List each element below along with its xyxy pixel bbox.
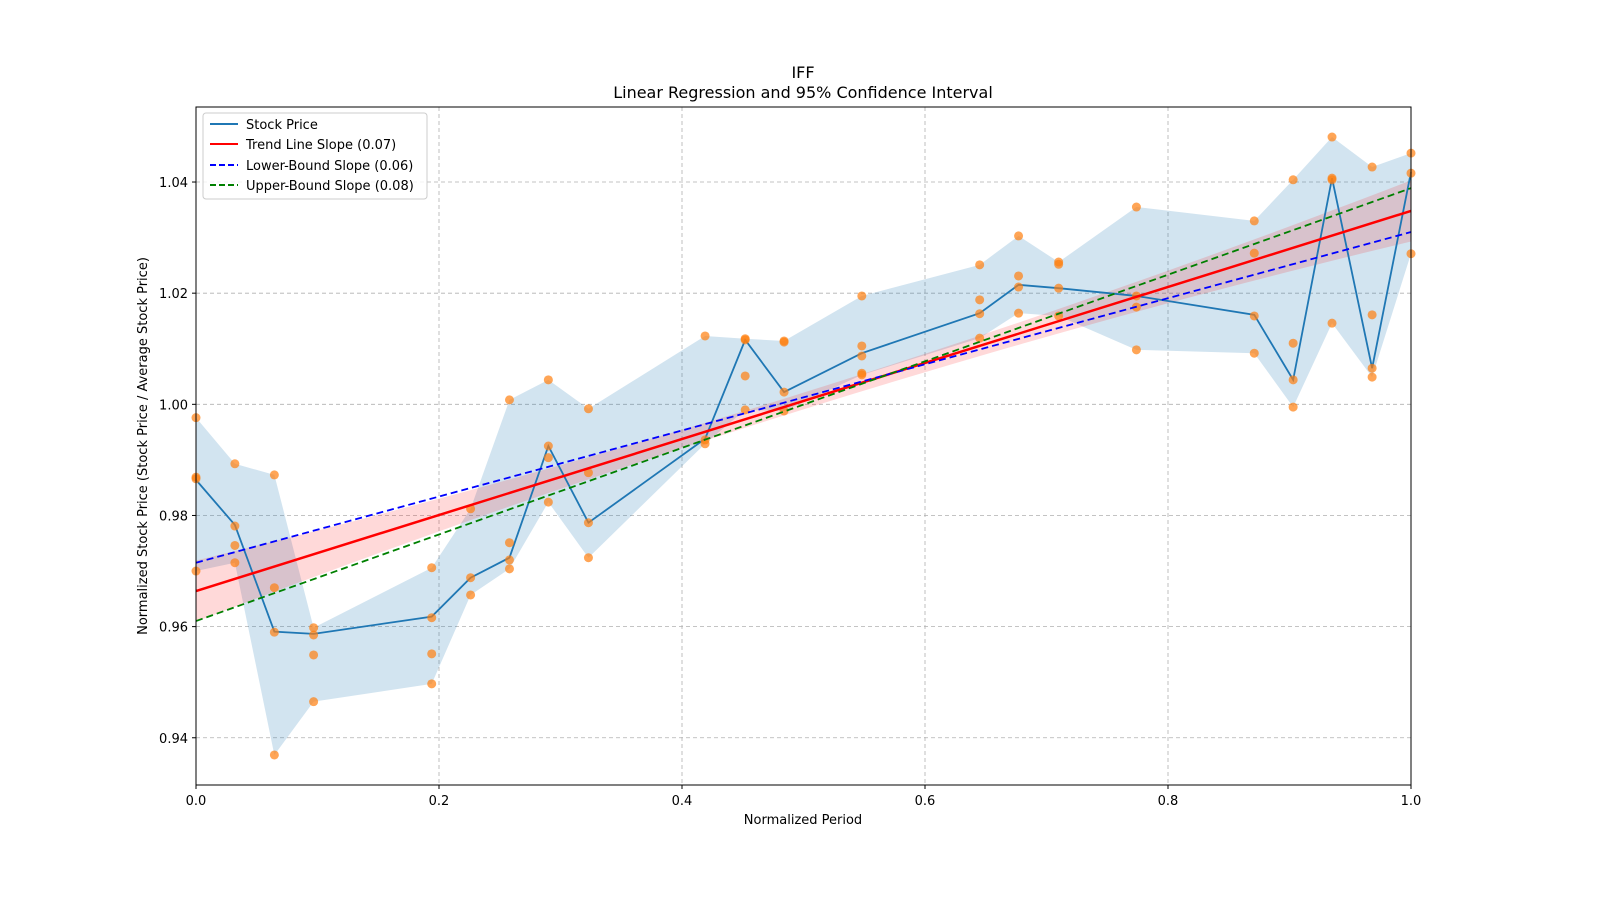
scatter-point (1054, 283, 1064, 293)
scatter-point (975, 309, 985, 319)
scatter-point (1014, 282, 1024, 292)
scatter-point (779, 387, 789, 397)
x-tick-label: 1.0 (1401, 794, 1422, 809)
x-tick-label: 0.8 (1158, 794, 1179, 809)
scatter-point (1367, 363, 1377, 373)
scatter-point (230, 540, 240, 550)
scatter-point (1327, 132, 1337, 142)
scatter-point (700, 331, 710, 341)
x-tick-label: 0.0 (186, 794, 207, 809)
scatter-point (583, 518, 593, 528)
plot-area (191, 132, 1416, 760)
chart-subtitle: Linear Regression and 95% Confidence Int… (613, 83, 993, 102)
scatter-point (230, 521, 240, 531)
scatter-point (466, 573, 476, 583)
scatter-point (857, 370, 867, 380)
scatter-point (269, 470, 279, 480)
y-tick-label: 0.98 (159, 509, 188, 524)
scatter-point (309, 630, 319, 640)
chart-title: IFF (791, 63, 814, 82)
y-tick-label: 1.04 (159, 176, 188, 191)
scatter-point (975, 333, 985, 343)
legend-upper-label: Upper-Bound Slope (0.08) (246, 179, 414, 194)
y-tick-label: 1.00 (159, 398, 188, 413)
plot-frame (195, 106, 1412, 786)
legend-trend-label: Trend Line Slope (0.07) (245, 138, 396, 153)
scatter-point (543, 441, 553, 451)
scatter-point (427, 649, 437, 659)
scatter-point (309, 650, 319, 660)
scatter-point (740, 335, 750, 345)
scatter-point (1014, 231, 1024, 241)
scatter-point (779, 337, 789, 347)
scatter-point (1131, 202, 1141, 212)
x-tick-label: 0.4 (672, 794, 693, 809)
scatter-point (269, 750, 279, 760)
scatter-point (1327, 175, 1337, 185)
scatter-point (504, 564, 514, 574)
ticks: 0.0 0.2 0.4 0.6 0.8 1.0 0.94 0.96 0.98 1.00 1.02 1.… (159, 176, 1421, 809)
scatter-point (1367, 372, 1377, 382)
scatter-point (230, 558, 240, 568)
scatter-point (504, 395, 514, 405)
upper-bound-line (195, 187, 1412, 622)
price-range-band (196, 137, 1411, 755)
scatter-point (975, 295, 985, 305)
scatter-point (269, 583, 279, 593)
scatter-point (975, 260, 985, 270)
x-tick-label: 0.6 (915, 794, 936, 809)
x-tick-label: 0.2 (429, 794, 450, 809)
scatter-point (466, 590, 476, 600)
y-tick-label: 1.02 (159, 287, 188, 302)
legend-lower-label: Lower-Bound Slope (0.06) (246, 159, 413, 174)
scatter-point (583, 404, 593, 414)
scatter-point (1249, 311, 1259, 321)
y-tick-label: 0.94 (159, 732, 188, 747)
scatter-point (583, 553, 593, 563)
scatter-point (1367, 162, 1377, 172)
scatter-point (740, 405, 750, 415)
legend-box (202, 112, 428, 200)
scatter-point (1288, 402, 1298, 412)
scatter-point (1249, 348, 1259, 358)
scatter-point (309, 623, 319, 633)
stock-price-line (195, 171, 1412, 635)
legend: Stock Price Trend Line Slope (0.07) Lowe… (202, 112, 428, 200)
scatter-point (1014, 271, 1024, 281)
lower-bound-line (195, 231, 1412, 564)
scatter-point (1288, 175, 1298, 185)
scatter-point (1131, 345, 1141, 355)
scatter-point (1249, 248, 1259, 258)
x-axis-label: Normalized Period (744, 813, 862, 828)
trend-line (195, 209, 1412, 593)
scatter-point (1249, 216, 1259, 226)
scatter-point (230, 459, 240, 469)
scatter-point (1367, 310, 1377, 320)
scatter-point (857, 341, 867, 351)
scatter-point (309, 697, 319, 707)
scatter-point (1288, 375, 1298, 385)
scatter-point (504, 555, 514, 565)
scatter-point (1288, 338, 1298, 348)
scatter-point (427, 613, 437, 623)
scatter-point (1014, 308, 1024, 318)
scatter-point (857, 351, 867, 361)
scatter-point (1327, 318, 1337, 328)
scatter-point (543, 375, 553, 385)
scatter-point (427, 679, 437, 689)
scatter-point (740, 371, 750, 381)
scatter-point (427, 563, 437, 573)
scatter-point (543, 497, 553, 507)
scatter-point (504, 538, 514, 548)
scatter-point (269, 627, 279, 637)
y-axis-label: Normalized Stock Price (Stock Price / Av… (136, 257, 151, 635)
y-tick-label: 0.96 (159, 621, 188, 636)
scatter-point (857, 291, 867, 301)
legend-stock-label: Stock Price (246, 118, 318, 133)
scatter-point (1054, 259, 1064, 269)
scatter-point (700, 439, 710, 449)
scatter-point (543, 453, 553, 463)
scatter-point (583, 468, 593, 478)
